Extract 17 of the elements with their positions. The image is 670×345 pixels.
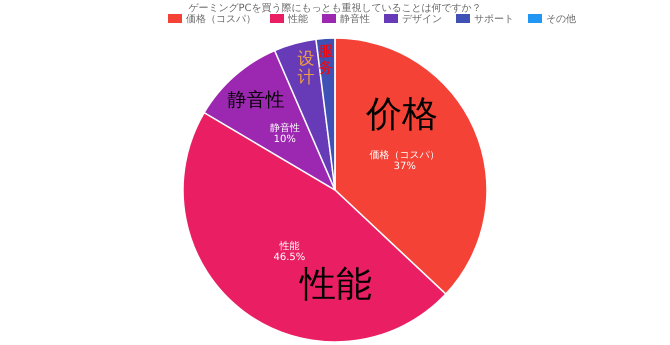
- legend-label: 性能: [287, 13, 308, 25]
- legend-label: その他: [546, 13, 576, 25]
- legend-label: サポート: [474, 14, 514, 25]
- text: 性能: [299, 264, 372, 305]
- slice-label: 性能: [278, 240, 300, 252]
- legend-label: 価格（コスパ）: [186, 13, 256, 25]
- data-label: 46.5%: [273, 252, 306, 263]
- data-label: 10%: [274, 134, 296, 145]
- text: 设计: [298, 49, 314, 88]
- text: 价格: [365, 94, 438, 135]
- legend-label: 静音性: [340, 13, 370, 25]
- slice-label: 価格（コスパ）: [370, 148, 440, 161]
- chart-title: ゲーミングPCを買う際にもっとも重視していることは何ですか？: [188, 2, 482, 14]
- data-label: 37%: [394, 160, 416, 172]
- slice-label: 静音性: [270, 122, 300, 134]
- legend-label: デザイン: [402, 14, 442, 25]
- text: 静音性: [228, 89, 284, 111]
